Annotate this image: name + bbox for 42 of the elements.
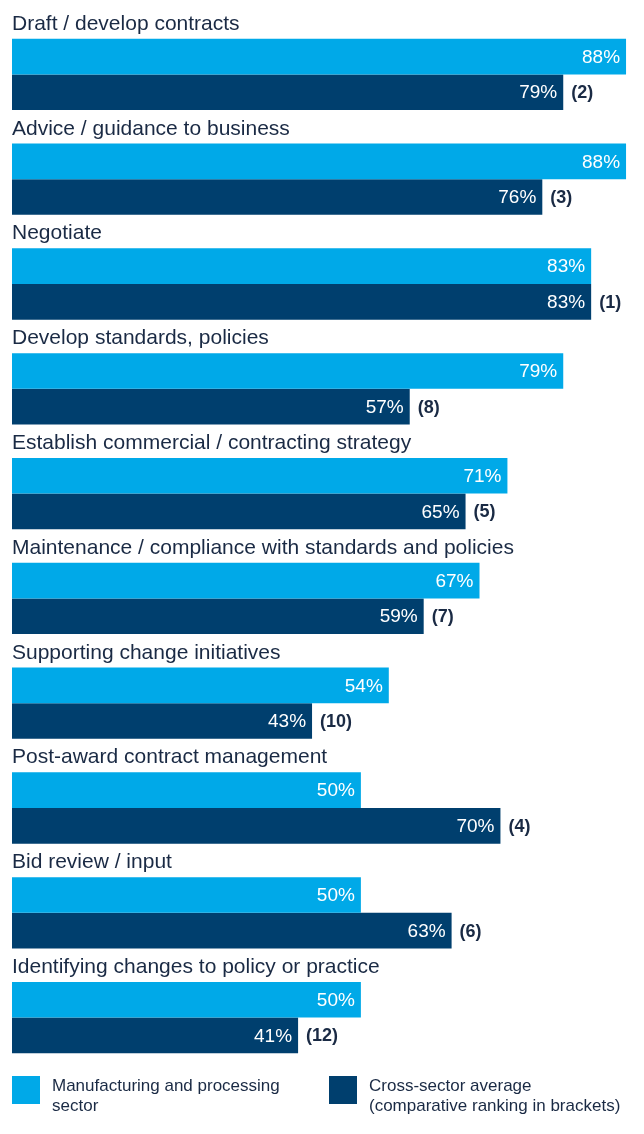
data-label: 83% xyxy=(547,255,586,277)
annotation: (6) xyxy=(459,920,482,941)
annotation: (1) xyxy=(599,291,622,312)
data-label: 43% xyxy=(268,710,307,732)
legend-label: Cross-sector average (comparative ranking in brackets) xyxy=(369,1076,622,1116)
data-label: 54% xyxy=(344,674,383,696)
data-label: 57% xyxy=(365,395,404,417)
data-label: 88% xyxy=(582,45,621,67)
data-label: 67% xyxy=(435,569,474,591)
annotation: (5) xyxy=(473,501,496,522)
y-tick-label: Establish commercial / contracting strategy xyxy=(12,429,412,453)
data-label: 63% xyxy=(407,919,446,941)
annotation: (7) xyxy=(431,606,454,627)
data-label: 79% xyxy=(519,360,558,382)
y-tick-label: Supporting change initiatives xyxy=(12,639,281,663)
data-label: 79% xyxy=(519,81,558,103)
data-label: 88% xyxy=(582,150,621,172)
annotation: (3) xyxy=(550,186,573,207)
y-tick-label: Develop standards, policies xyxy=(12,325,269,349)
annotation: (10) xyxy=(320,710,353,731)
annotation: (2) xyxy=(571,82,594,103)
y-tick-label: Negotiate xyxy=(12,220,102,244)
data-label: 70% xyxy=(456,815,495,837)
y-tick-label: Bid review / input xyxy=(12,849,173,873)
data-label: 41% xyxy=(254,1024,293,1046)
y-tick-label: Draft / develop contracts xyxy=(12,10,240,34)
legend-label: Manufacturing and processing sector xyxy=(52,1076,281,1116)
annotation: (4) xyxy=(508,815,531,836)
data-label: 76% xyxy=(498,186,537,208)
data-label: 83% xyxy=(547,291,586,313)
data-label: 50% xyxy=(316,779,355,801)
y-tick-label: Maintenance / compliance with standards and policies xyxy=(12,534,514,558)
y-tick-label: Advice / guidance to business xyxy=(12,115,290,139)
y-tick-label: Post-award contract management xyxy=(12,744,328,768)
data-label: 50% xyxy=(316,989,355,1011)
data-label: 50% xyxy=(316,884,355,906)
annotation: (8) xyxy=(417,396,440,417)
annotation: (12) xyxy=(306,1025,339,1046)
data-label: 71% xyxy=(463,465,502,487)
y-tick-label: Identifying changes to policy or practice xyxy=(12,953,380,977)
data-label: 65% xyxy=(421,500,460,522)
data-label: 59% xyxy=(379,605,418,627)
